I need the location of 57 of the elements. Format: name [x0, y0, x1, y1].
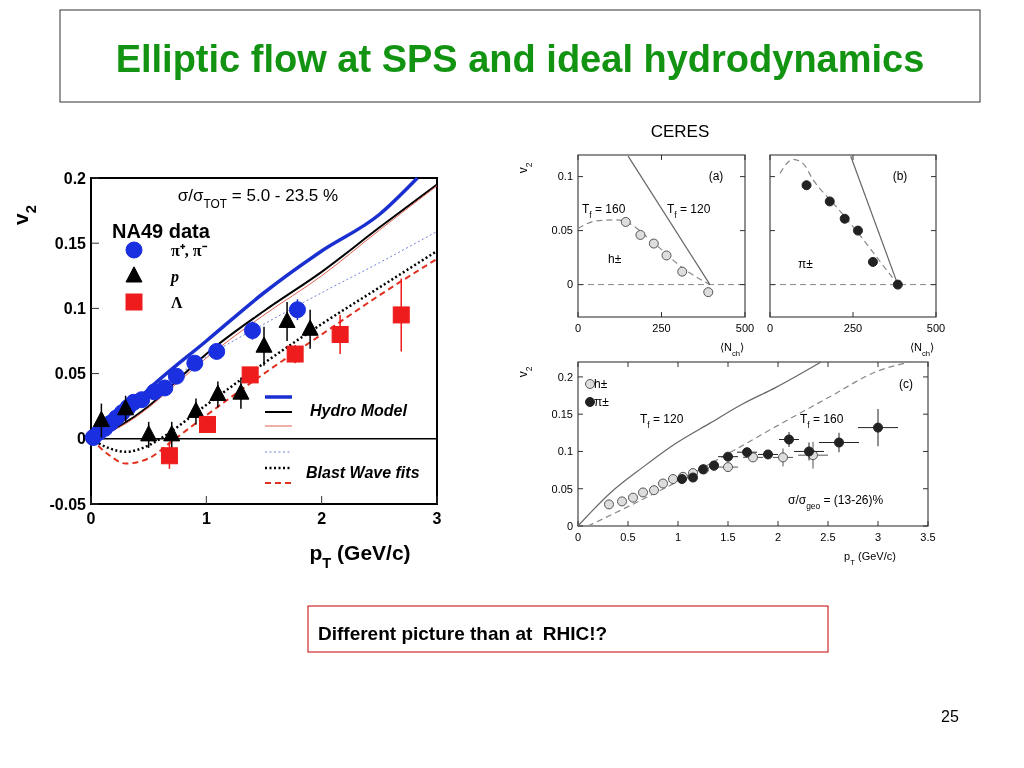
text: Different picture than at RHIC!? — [318, 623, 608, 644]
y-tick-label: 0.1 — [63, 300, 87, 317]
annotation: T$_{f}$ = 160 — [582, 202, 626, 220]
x-tick-label: 1.5 — [720, 531, 736, 543]
y-tick-label: 0 — [566, 278, 573, 291]
y-tick-label: 0.15 — [551, 408, 573, 421]
x-axis-title: ⟨N$_{ch}$⟩ — [909, 341, 935, 358]
y-tick-label: 0.05 — [551, 224, 573, 237]
annotation: σ/σ$_{geo}$ = (13-26)% — [788, 493, 884, 511]
x-axis-title: p$_{T}$ (GeV/c) — [844, 550, 896, 567]
x-tick-label: 1 — [201, 510, 211, 527]
y-tick-label: 0.1 — [557, 170, 573, 183]
y-tick-label: 0.15 — [54, 234, 87, 252]
annotation: σ/σ$_{TOT}$ = 5.0 - 23.5 % — [177, 186, 339, 211]
annotation: NA49 data — [112, 220, 211, 242]
x-tick-label: 2 — [774, 531, 782, 543]
y-tick-label: 0.05 — [54, 365, 87, 383]
annotation: Hydro Model — [310, 402, 408, 419]
x-tick-label: 3.5 — [920, 531, 936, 543]
chart-title: CERES — [650, 122, 710, 141]
x-tick-label: 3 — [874, 531, 882, 543]
annotation: T$_{f}$ = 160 — [800, 412, 844, 430]
annotation: (a) — [708, 169, 724, 183]
x-tick-label: 500 — [926, 322, 946, 334]
annotation: (b) — [892, 169, 908, 183]
x-tick-label: 2.5 — [820, 531, 836, 543]
legend-label: π⁺, π⁻ — [171, 241, 208, 259]
y-tick-label: -0.05 — [49, 495, 87, 513]
x-axis-title: p$_{T}$ (GeV/c) — [309, 541, 411, 571]
x-tick-label: 500 — [735, 322, 755, 334]
x-tick-label: 1 — [674, 531, 682, 543]
y-tick-label: 0.05 — [551, 482, 573, 495]
x-tick-label: 250 — [652, 322, 671, 334]
x-tick-label: 250 — [843, 322, 863, 334]
annotation: T$_{f}$ = 120 — [667, 202, 711, 220]
y-tick-label: 0.1 — [557, 445, 573, 458]
x-axis-title: ⟨N$_{ch}$⟩ — [719, 341, 745, 358]
text: Elliptic flow at SPS and ideal hydrodynamics — [115, 38, 925, 80]
x-tick-label: 3 — [432, 510, 442, 527]
legend-label: Λ — [171, 293, 183, 311]
y-tick-label: 0.2 — [557, 370, 573, 383]
annotation: (c) — [899, 377, 913, 391]
y-tick-label: 0.2 — [63, 169, 87, 187]
annotation: π± — [798, 257, 814, 271]
annotation: Blast Wave fits — [306, 464, 420, 481]
x-tick-label: 2 — [317, 510, 327, 527]
annotation: h± — [608, 252, 622, 266]
y-tick-label: 0 — [77, 430, 87, 448]
legend-label: π± — [594, 395, 610, 410]
legend-label: p — [169, 267, 179, 286]
text: 25 — [941, 708, 959, 725]
x-tick-label: 0.5 — [620, 531, 636, 543]
legend-label: h± — [594, 377, 608, 392]
x-tick-label: 0 — [574, 531, 582, 543]
x-tick-label: 0 — [766, 322, 774, 334]
annotation: T$_{f}$ = 120 — [640, 412, 684, 430]
x-tick-label: 0 — [574, 322, 582, 334]
